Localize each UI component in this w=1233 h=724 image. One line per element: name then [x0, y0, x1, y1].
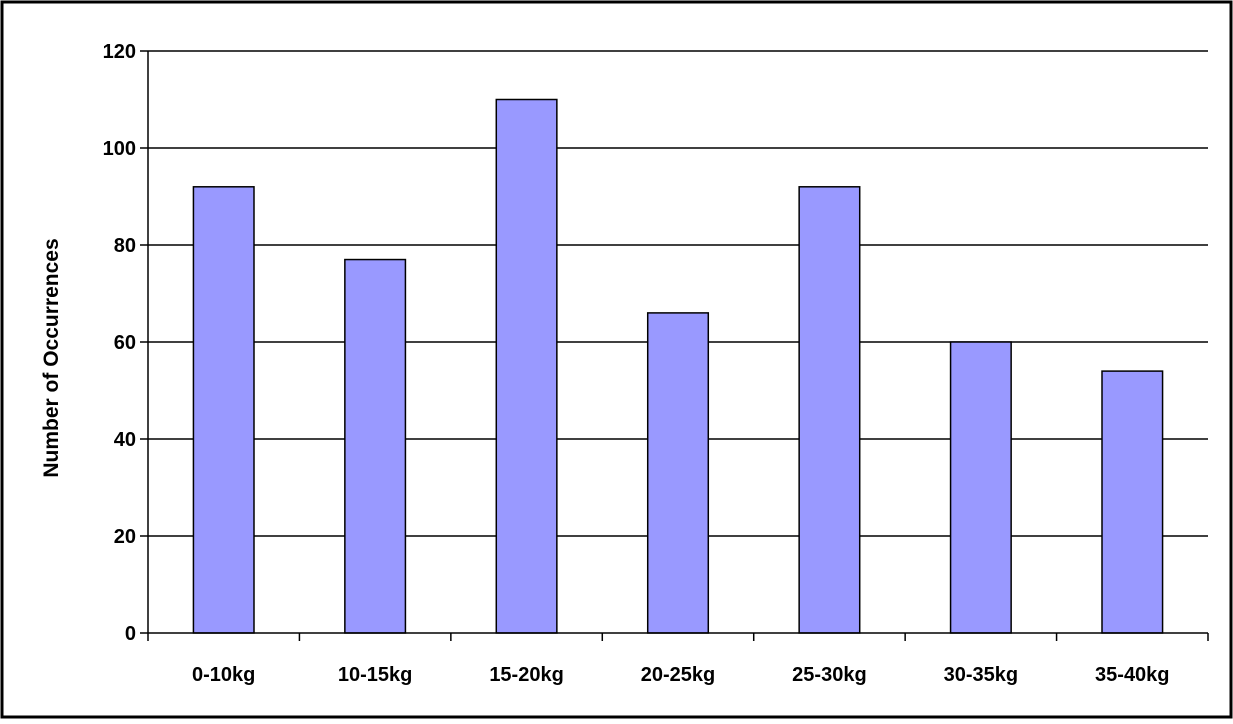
- x-tick-label: 30-35kg: [944, 664, 1019, 686]
- y-tick-label: 40: [114, 429, 136, 451]
- bar: [344, 258, 407, 634]
- bars: [192, 98, 1164, 634]
- y-tick-label: 100: [103, 138, 136, 160]
- y-tick-label: 20: [114, 526, 136, 548]
- axes: [140, 50, 1209, 641]
- x-tick-label: 15-20kg: [489, 664, 564, 686]
- y-tick-label: 80: [114, 235, 136, 257]
- bar: [646, 312, 710, 634]
- bar: [949, 341, 1012, 634]
- x-tick-label: 20-25kg: [641, 664, 716, 686]
- x-tick-label: 0-10kg: [192, 664, 255, 686]
- y-tick-label: 60: [114, 332, 136, 354]
- bar: [495, 98, 558, 634]
- bar: [798, 186, 861, 634]
- bar: [1101, 370, 1164, 634]
- bar: [192, 186, 255, 634]
- x-tick-label: 35-40kg: [1095, 664, 1170, 686]
- y-axis-title: Number of Occurrences: [40, 238, 63, 477]
- x-tick-label: 25-30kg: [792, 664, 867, 686]
- y-tick-label: 120: [103, 41, 136, 63]
- tick-labels: 0 20 40 60 80 100 120 0-10kg 10-15kg 15-20kg 20-25…: [103, 41, 1170, 686]
- x-tick-label: 10-15kg: [338, 664, 413, 686]
- y-tick-label: 0: [125, 623, 136, 645]
